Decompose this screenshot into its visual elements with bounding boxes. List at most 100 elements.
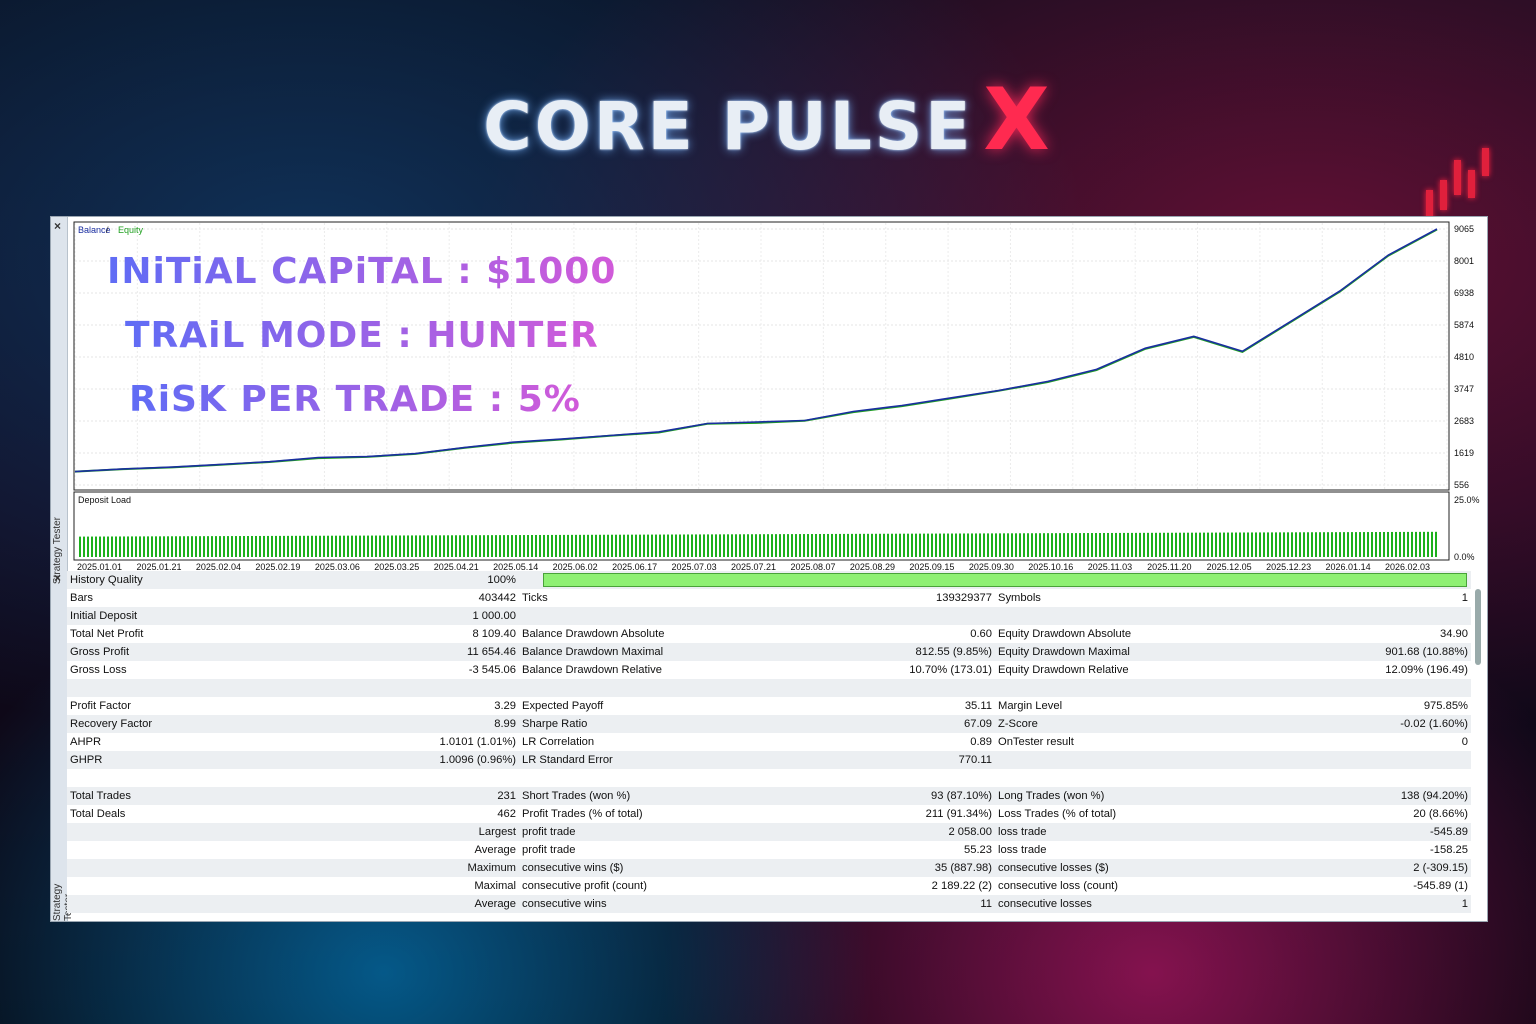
deposit-load-bar	[763, 534, 765, 557]
deposit-load-bar	[943, 533, 945, 557]
deposit-load-bar	[1027, 533, 1029, 557]
stat-value: 10.70% (173.01)	[749, 661, 995, 679]
stat-label	[67, 859, 257, 877]
deposit-load-bar	[683, 534, 685, 557]
deposit-load-bar	[647, 534, 649, 557]
stat-label: LR Standard Error	[519, 751, 749, 769]
deposit-load-bar	[619, 534, 621, 557]
stats-row: Largest profit trade 2 058.00 loss trade -54…	[67, 823, 1471, 841]
deposit-load-bar	[447, 535, 449, 557]
deposit-load-bar	[691, 534, 693, 557]
stat-label: consecutive losses	[995, 895, 1225, 913]
deposit-load-bar	[419, 535, 421, 557]
deposit-load-bar	[787, 534, 789, 557]
x-tick-label: 2025.08.07	[790, 562, 835, 572]
stat-label: Bars	[67, 589, 257, 607]
deposit-load-bar	[235, 536, 237, 557]
deposit-load-bar	[171, 536, 173, 557]
stat-label: Symbols	[995, 589, 1225, 607]
deposit-load-bar	[919, 533, 921, 557]
stat-value: -545.89	[1225, 823, 1471, 841]
stat-label	[519, 679, 749, 697]
close-icon[interactable]: ×	[54, 219, 62, 233]
deposit-load-bar	[195, 536, 197, 557]
stat-value	[257, 679, 519, 697]
x-tick-label: 2025.09.15	[909, 562, 954, 572]
deposit-load-bar	[1351, 532, 1353, 557]
stat-label: consecutive loss (count)	[995, 877, 1225, 895]
side-strip: × × Strategy Tester Strategy Tester	[51, 217, 74, 921]
deposit-load-bar	[1291, 532, 1293, 557]
deposit-load-bar	[707, 534, 709, 557]
deposit-load-bar	[183, 536, 185, 557]
deposit-load-bar	[259, 535, 261, 557]
y-tick-label: 2683	[1454, 416, 1474, 426]
deposit-load-bar	[1251, 532, 1253, 557]
deposit-load-bar	[983, 533, 985, 557]
close-icon[interactable]: ×	[54, 571, 62, 585]
stat-label: consecutive wins ($)	[519, 859, 749, 877]
deposit-load-bar	[1051, 533, 1053, 557]
deposit-load-bar	[107, 536, 109, 557]
deposit-load-bar	[351, 535, 353, 557]
strategy-tester-tab[interactable]: Strategy Tester	[52, 517, 63, 585]
x-tick-label: 2026.01.14	[1326, 562, 1371, 572]
brand-logo: CORE PULSE X	[0, 70, 1536, 170]
deposit-load-bar	[807, 534, 809, 557]
deposit-load-bar	[955, 533, 957, 557]
deposit-load-bar	[623, 534, 625, 557]
deposit-load-bar	[891, 533, 893, 557]
deposit-load-bar	[479, 535, 481, 557]
y-tick-label: 8001	[1454, 256, 1474, 266]
stats-table: History Quality 100% Bars 403442 Ticks 1393…	[67, 571, 1471, 913]
deposit-load-bar	[1163, 532, 1165, 557]
deposit-load-bar	[407, 535, 409, 557]
stats-row: Average profit trade 55.23 loss trade -158.2…	[67, 841, 1471, 859]
deposit-load-bar	[207, 536, 209, 557]
stat-value: 55.23	[749, 841, 995, 859]
deposit-load-bar	[819, 533, 821, 557]
deposit-load-bar	[1319, 532, 1321, 557]
stat-label: consecutive wins	[519, 895, 749, 913]
deposit-y-tick-label: 0.0%	[1454, 552, 1475, 562]
scrollbar[interactable]	[1475, 589, 1481, 665]
deposit-load-bar	[995, 533, 997, 557]
deposit-load-bar	[1099, 533, 1101, 557]
deposit-load-bar	[755, 534, 757, 557]
deposit-load-bar	[1283, 532, 1285, 557]
y-tick-label: 9065	[1454, 224, 1474, 234]
deposit-load-bar	[979, 533, 981, 557]
x-tick-label: 2025.03.06	[315, 562, 360, 572]
deposit-load-bar	[363, 535, 365, 557]
deposit-load-bar	[1107, 532, 1109, 557]
deposit-load-bar	[1003, 533, 1005, 557]
stat-label: profit trade	[519, 823, 749, 841]
deposit-load-bar	[771, 534, 773, 557]
deposit-load-bar	[1183, 532, 1185, 557]
deposit-load-bar	[291, 535, 293, 557]
deposit-load-bar	[423, 535, 425, 557]
x-tick-label: 2025.02.19	[255, 562, 300, 572]
deposit-load-bar	[399, 535, 401, 557]
x-tick-label: 2025.12.23	[1266, 562, 1311, 572]
deposit-load-bar	[815, 534, 817, 557]
deposit-load-bar	[1063, 533, 1065, 557]
stat-value: 34.90	[1225, 625, 1471, 643]
deposit-load-bar	[459, 535, 461, 557]
deposit-load-bar	[527, 535, 529, 557]
deposit-load-bar	[339, 535, 341, 557]
deposit-load-bar	[119, 536, 121, 557]
deposit-load-bar	[543, 534, 545, 557]
deposit-load-bar	[1231, 532, 1233, 557]
deposit-load-bar	[1259, 532, 1261, 557]
logo-text: CORE PULSE	[483, 88, 974, 165]
stat-value: 12.09% (196.49)	[1225, 661, 1471, 679]
deposit-load-bar	[1019, 533, 1021, 557]
deposit-load-bar	[1327, 532, 1329, 557]
stat-label: Equity Drawdown Relative	[995, 661, 1225, 679]
stat-value: 2 189.22 (2)	[749, 877, 995, 895]
deposit-load-bar	[223, 536, 225, 557]
stats-row	[67, 769, 1471, 787]
deposit-load-bar	[1355, 532, 1357, 557]
stat-label: OnTester result	[995, 733, 1225, 751]
